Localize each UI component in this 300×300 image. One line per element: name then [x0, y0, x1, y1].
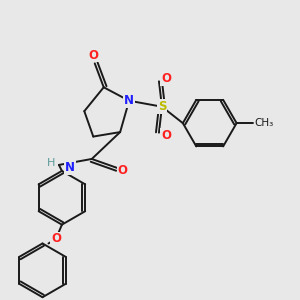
Text: O: O: [51, 232, 61, 245]
Text: S: S: [158, 100, 166, 113]
Text: O: O: [88, 49, 98, 62]
Text: N: N: [124, 94, 134, 107]
Text: H: H: [47, 158, 55, 168]
Text: O: O: [161, 72, 171, 85]
Text: N: N: [65, 161, 75, 174]
Text: CH₃: CH₃: [254, 118, 273, 128]
Text: O: O: [118, 164, 128, 177]
Text: O: O: [161, 129, 171, 142]
